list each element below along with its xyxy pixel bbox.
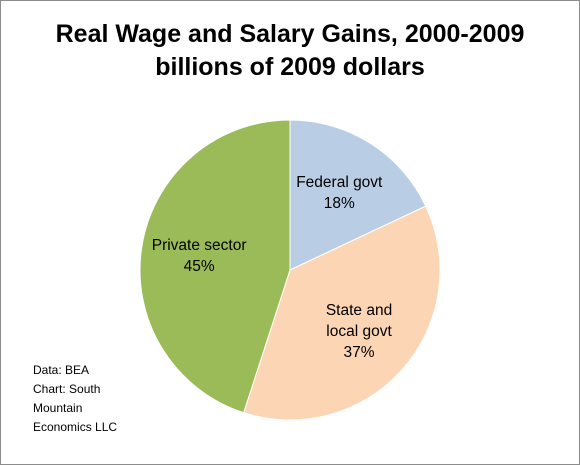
chart-title-block: Real Wage and Salary Gains, 2000-2009 bi… [0,18,580,84]
pie-label-federal-govt: Federal govt 18% [296,174,383,212]
pie-label-private-sector: Private sector 45% [152,237,247,275]
credit-line-chart: Chart: South [33,382,101,396]
pie-slice-private-sector [139,119,291,414]
credit-line-data: Data: BEA [33,363,90,377]
chart-title: Real Wage and Salary Gains, 2000-2009 [55,20,525,48]
pie-slice-federal-govt [289,119,427,271]
credit-line-mountain: Mountain [33,401,83,415]
pie-label-state-and-local-govt: State and local govt 37% [326,302,393,361]
chart-subtitle: billions of 2009 dollars [155,53,425,81]
pie-slice-state-and-local-govt [243,205,441,421]
credit-note: Data: BEA Chart: South Mountain Economic… [33,361,117,437]
credit-line-economics: Economics LLC [33,420,118,434]
